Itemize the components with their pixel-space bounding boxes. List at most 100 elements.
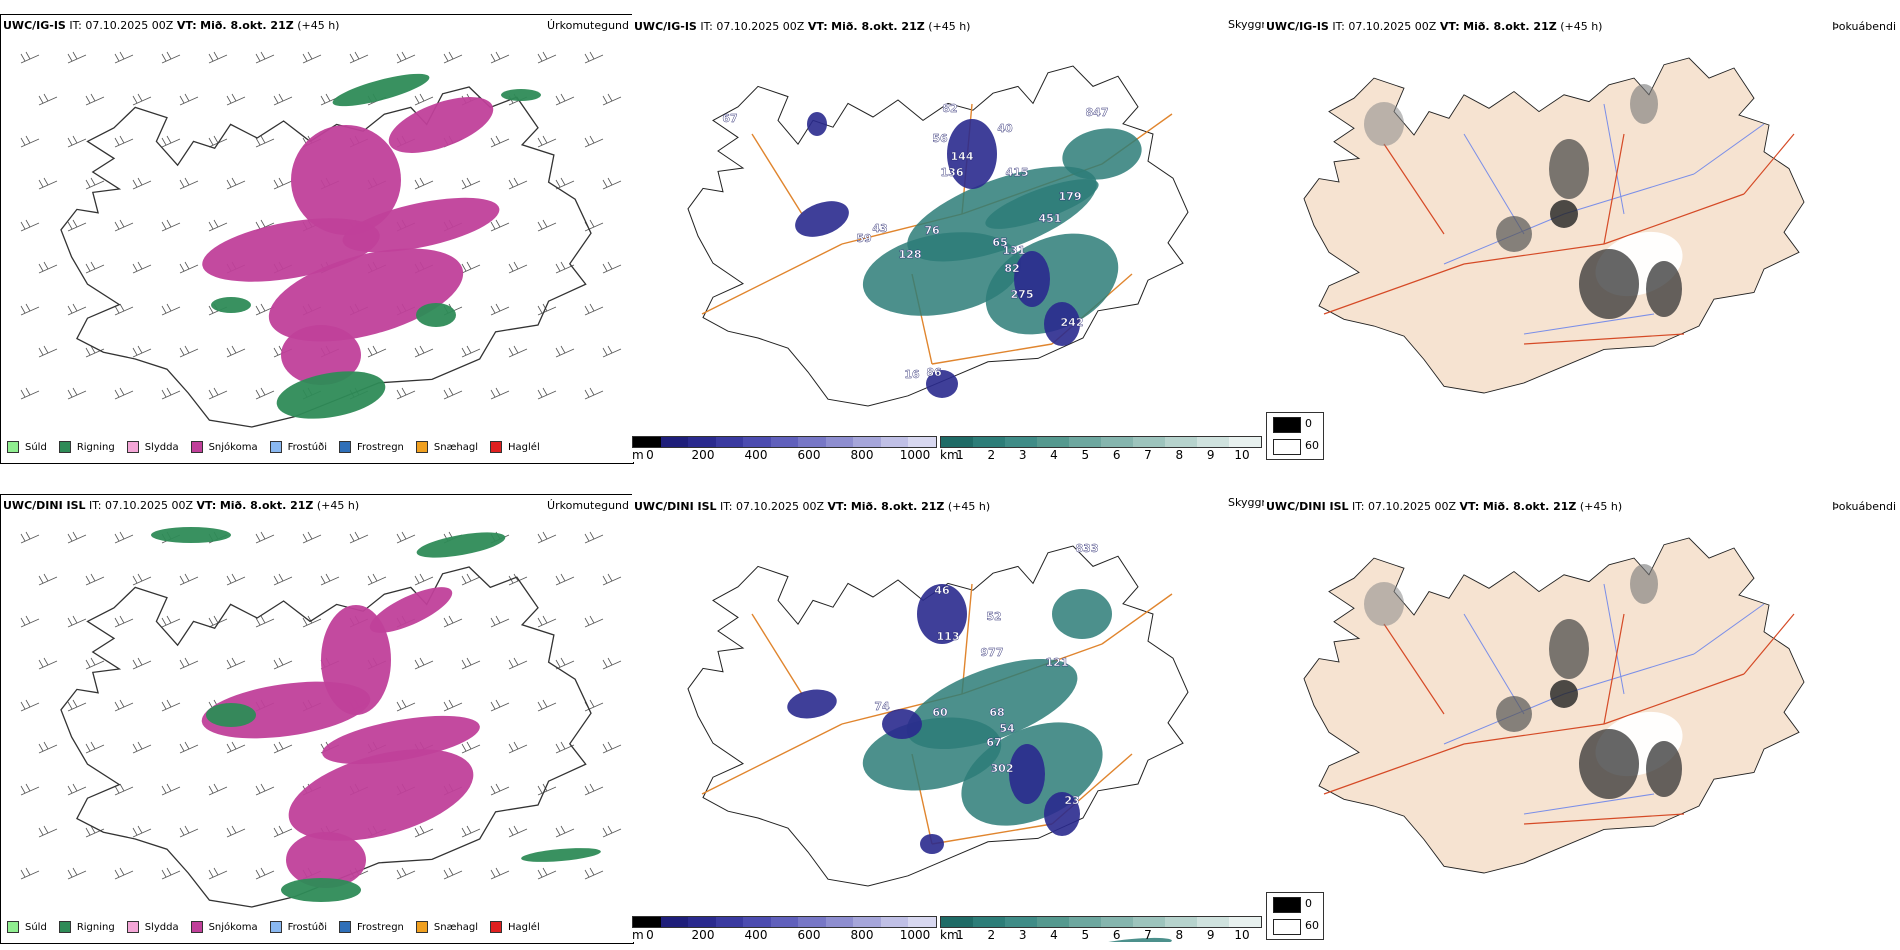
wind-barb (302, 51, 322, 64)
wind-barb (161, 303, 181, 316)
wind-barb (85, 741, 105, 754)
wind-barb (584, 51, 604, 64)
wind-barb (67, 303, 87, 316)
colorbar-tick: 0 (646, 928, 654, 942)
colorbar-tick: 9 (1206, 928, 1215, 942)
colorbar-strip (632, 436, 937, 448)
legend-label: Súld (25, 921, 47, 933)
colorbar-tick: 800 (850, 448, 874, 462)
wind-barb (414, 177, 434, 190)
wind-barb (255, 51, 275, 64)
wind-barb (20, 699, 40, 712)
fog-map (1303, 537, 1805, 874)
cloud-base-area (807, 112, 827, 136)
wind-barb (161, 867, 181, 880)
cloud-base-label: 46 (934, 584, 950, 597)
river (1523, 313, 1655, 335)
river (1603, 583, 1625, 695)
colorbar-swatch (688, 437, 716, 447)
fog-area (1550, 200, 1578, 228)
panel-header: UWC/IG-IS IT: 07.10.2025 00Z VT: Mið. 8.… (3, 19, 340, 32)
colorbar-strip (940, 436, 1262, 448)
variable-name: Úrkomutegund (547, 19, 629, 32)
fog-area (1364, 582, 1404, 626)
wind-barb (38, 345, 58, 358)
colorbar-swatch (1037, 437, 1069, 447)
wind-barb (20, 615, 40, 628)
wind-barb (255, 867, 275, 880)
river (1603, 103, 1625, 215)
cloudbase-colorbar: m 0 200 400 600 800 1000 (632, 436, 937, 462)
wind-barb (555, 261, 575, 274)
wind-barb (67, 699, 87, 712)
panel-header: UWC/DINI ISL IT: 07.10.2025 00Z VT: Mið.… (1266, 500, 1623, 513)
precip-area (268, 248, 464, 342)
legend-item: Snæhagl (415, 441, 478, 453)
cloud-base-area (947, 119, 997, 189)
fog-legend-swatch (1273, 417, 1301, 433)
wind-barb (584, 783, 604, 796)
colorbar-unit: m (632, 928, 644, 942)
cloud-base-area (920, 834, 944, 854)
road (1523, 333, 1685, 345)
wind-barb (208, 51, 228, 64)
precip-area (151, 527, 231, 543)
cloud-base-label: 144 (951, 150, 974, 163)
road (931, 343, 1053, 365)
wind-barb (490, 783, 510, 796)
road (1463, 243, 1605, 265)
colorbar-tick: 5 (1081, 928, 1090, 942)
wind-barb (114, 51, 134, 64)
wind-barb (555, 177, 575, 190)
fog-panel-top: UWC/IG-IS IT: 07.10.2025 00Z VT: Mið. 8.… (1264, 14, 1900, 462)
wind-barb (38, 177, 58, 190)
river (1563, 653, 1695, 695)
wind-barb (226, 825, 246, 838)
precip-map (20, 51, 622, 428)
road (751, 133, 803, 215)
wind-barb (161, 135, 181, 148)
wind-barb (114, 783, 134, 796)
precip-area (501, 89, 541, 101)
wind-barb (555, 573, 575, 586)
wind-barb (537, 219, 557, 232)
precip-area (211, 297, 251, 313)
wind-barb (85, 261, 105, 274)
legend-item: Frostúði (269, 921, 327, 933)
legend-label: Frostregn (357, 441, 404, 453)
legend-item: Frostregn (339, 441, 404, 453)
wind-barb (443, 867, 463, 880)
cloud-visibility-panel-top: UWC/IG-IS IT: 07.10.2025 00Z VT: Mið. 8.… (632, 14, 1271, 462)
road (1603, 613, 1625, 725)
wind-barb (584, 615, 604, 628)
wind-barb (602, 177, 622, 190)
colorbar-swatch (941, 917, 973, 927)
colorbar-tick: 3 (1018, 448, 1027, 462)
river (1693, 123, 1765, 175)
wind-barb (367, 345, 387, 358)
cloud-base-label: 56 (932, 132, 948, 145)
fog-legend: 0 60 (1266, 412, 1324, 460)
wind-barb (67, 867, 87, 880)
cloud-base-area (926, 370, 958, 398)
cloud-base-label: 68 (989, 706, 1004, 719)
colorbar-swatch (1101, 437, 1133, 447)
cloud-base-area (795, 201, 849, 237)
colorbar-swatch (770, 917, 799, 927)
wind-barb (490, 387, 510, 400)
wind-barb (85, 573, 105, 586)
colorbar-swatch (798, 917, 826, 927)
legend-item: Rigning (58, 921, 115, 933)
wind-barb (67, 51, 87, 64)
wind-barb (273, 93, 293, 106)
wind-barb (414, 825, 434, 838)
wind-barb (20, 135, 40, 148)
precip-area (288, 749, 474, 841)
colorbar-tick: 600 (797, 928, 821, 942)
wind-barb (208, 867, 228, 880)
road (701, 723, 843, 795)
wind-barb (255, 135, 275, 148)
cloud-base-label: 59 (856, 232, 871, 245)
legend-label: Slydda (144, 921, 179, 933)
